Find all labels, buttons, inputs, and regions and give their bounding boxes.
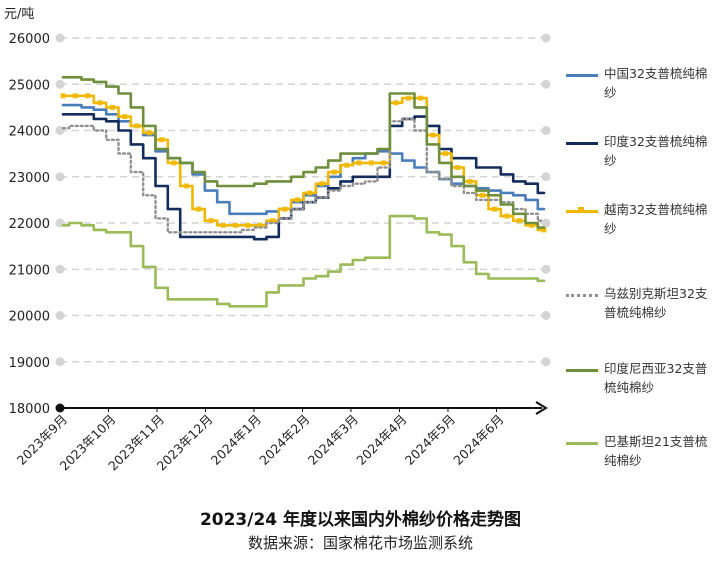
data-point [97,100,103,106]
y-tick-label: 22000 [9,217,50,232]
data-point [492,206,498,212]
legend-label: 巴基斯坦21支普梳纯棉纱 [604,434,708,468]
y-tick-label: 19000 [9,356,50,371]
x-tick-label: 2024年5月 [402,412,458,468]
data-point [270,218,276,224]
chart-title: 2023/24 年度以来国内外棉纱价格走势图 [199,510,522,530]
data-point [220,222,226,228]
legend-label: 中国32支普梳纯棉纱 [604,66,708,100]
data-point [208,218,214,224]
gridline-dot [55,264,65,274]
legend-swatch [566,294,598,297]
y-tick-label: 25000 [9,78,50,93]
gridline-dot [55,172,65,182]
x-tick-label: 2024年3月 [305,412,361,468]
data-point [331,169,337,175]
data-point [381,160,387,166]
legend-label: 印度尼西亚32支普梳纯棉纱 [604,361,708,395]
data-point [455,165,461,170]
x-tick-label: 2024年2月 [256,412,312,468]
gridline-dot [541,264,551,274]
data-point [183,183,189,189]
x-tick-label: 2024年6月 [450,412,506,468]
data-point [319,181,325,187]
gridline-dot [55,357,65,367]
legend-item: 巴基斯坦21支普梳纯棉纱 [566,430,716,476]
gridline-dot [55,79,65,89]
gridline-dot [55,33,65,43]
legend-item: 印度32支普梳纯棉纱 [566,130,716,176]
y-axis-unit: 元/吨 [4,7,35,22]
legend-swatch [566,74,598,77]
data-point [529,222,535,228]
data-point [196,206,202,212]
data-point [467,178,473,184]
data-point [85,93,91,99]
legend-marker [578,207,584,213]
data-point [418,95,424,101]
data-point [294,197,300,203]
gridline-dot [541,357,551,367]
data-point [60,93,66,99]
gridline-dot [541,311,551,320]
legend-item: 越南32支普梳纯棉纱 [566,198,716,244]
data-point [430,132,436,138]
series-line [61,117,546,234]
gridline-dot [541,172,551,182]
x-tick-label: 2024年1月 [208,412,264,468]
data-point [344,162,350,168]
data-point [282,206,288,212]
data-point [307,190,313,196]
legend-item: 乌兹别克斯坦32支普梳纯棉纱 [566,282,716,328]
data-point [368,160,374,166]
data-point [504,213,510,219]
x-tick-label: 2024年4月 [353,412,409,468]
data-point [405,95,411,101]
y-tick-label: 23000 [9,171,50,186]
data-point [356,160,362,166]
legend-item: 印度尼西亚32支普梳纯棉纱 [566,357,716,403]
legend-item: 中国32支普梳纯棉纱 [566,62,716,108]
data-point [393,100,399,106]
data-point [134,123,140,129]
data-point [171,160,177,166]
chart-source: 数据来源：国家棉花市场监测系统 [247,534,473,552]
data-point [245,222,251,228]
x-axis-arrow [535,401,548,415]
gridline-dot [541,126,551,135]
data-point [122,114,128,120]
data-point [442,151,448,157]
data-point [233,222,239,228]
data-point [109,104,115,110]
gridline-dot [541,33,551,43]
gridline-dot [541,79,551,89]
legend-swatch [566,369,598,372]
y-tick-label: 26000 [9,32,50,47]
series-line [61,214,546,308]
y-tick-label: 20000 [9,310,50,325]
data-point [72,93,78,99]
y-tick-label: 18000 [9,402,50,417]
line-chart: 26000 25000 24000 23000 22000 21000 20000 19000… [9,32,551,474]
y-tick-label: 24000 [9,125,50,140]
gridline-dot [541,218,551,228]
series-line [61,76,546,229]
data-point [257,222,263,228]
legend-label: 印度32支普梳纯棉纱 [604,134,708,168]
gridline-dot [55,311,65,320]
legend-label: 乌兹别克斯坦32支普梳纯棉纱 [604,286,708,320]
legend-swatch [566,442,598,445]
data-point [516,218,522,224]
y-tick-label: 21000 [9,263,50,278]
legend-swatch [566,142,598,145]
data-point [159,137,165,143]
legend-label: 越南32支普梳纯棉纱 [604,202,708,236]
data-point [146,130,152,136]
data-point [541,227,547,233]
data-point [479,192,485,198]
